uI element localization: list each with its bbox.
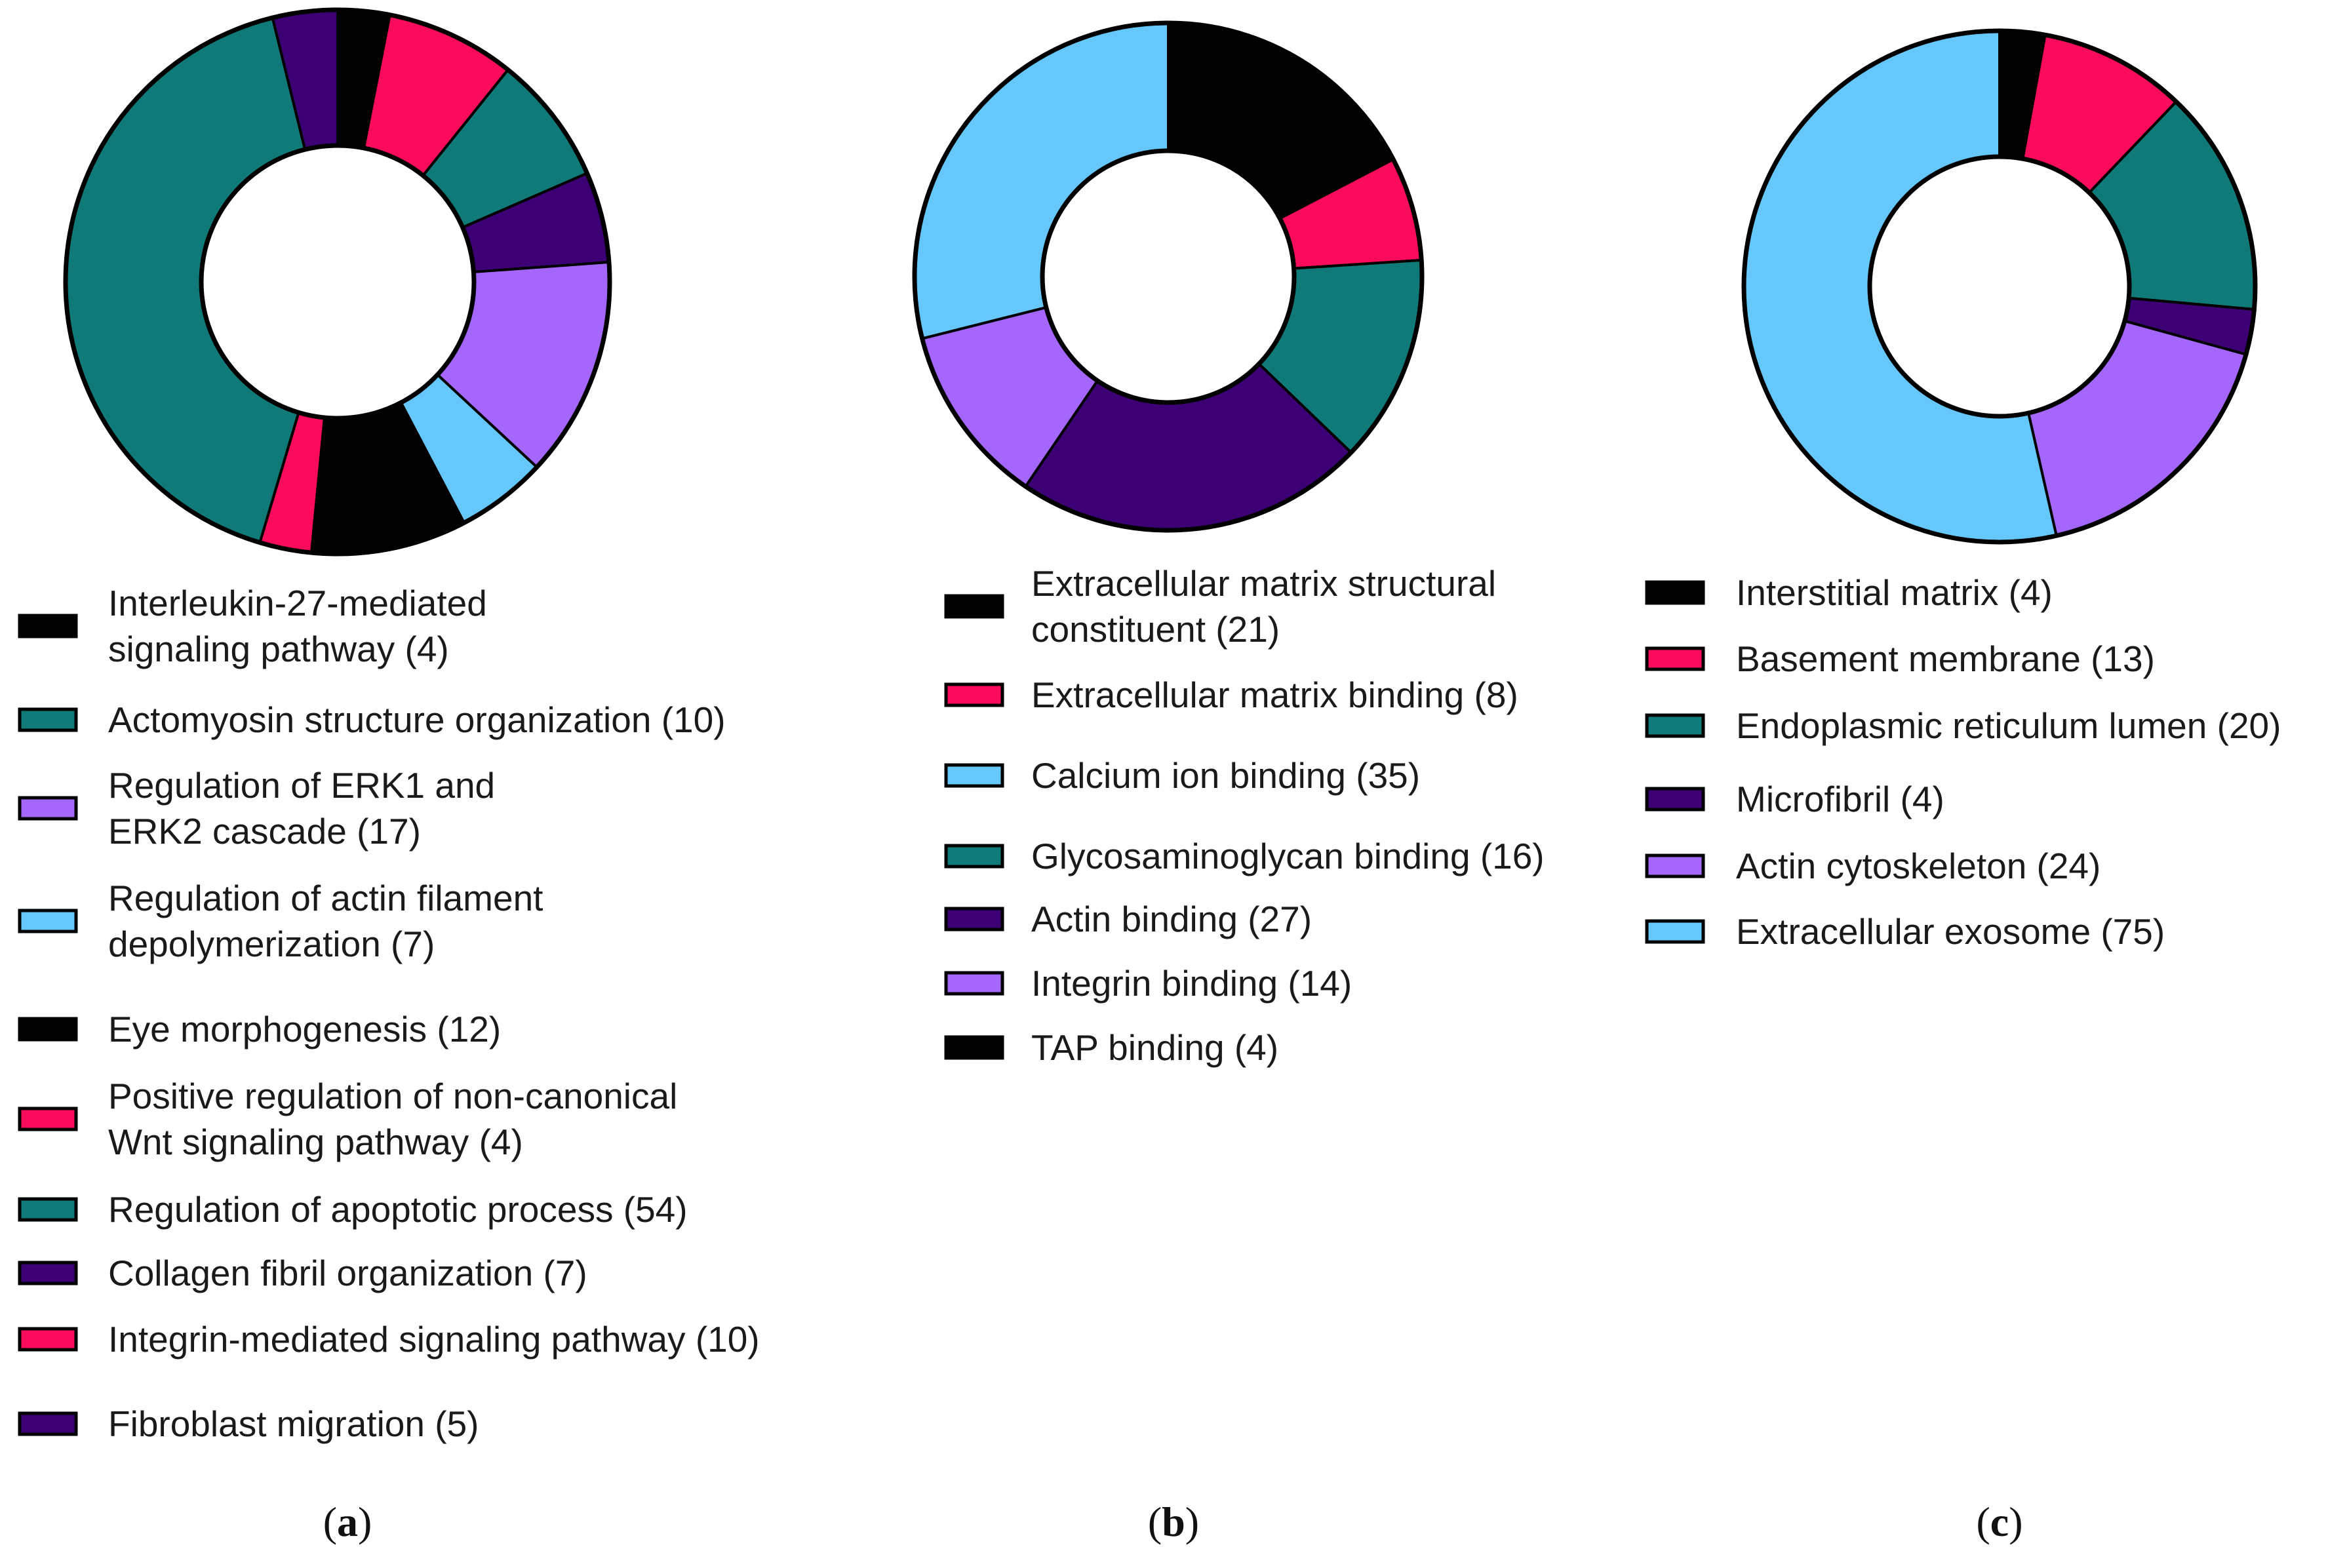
- donut-outline-a: [63, 7, 612, 557]
- legend-label-c-4: Microfibril (4): [1736, 779, 1944, 819]
- legend-label-c-3: Endoplasmic reticulum lumen (20): [1736, 705, 2281, 746]
- legend-swatch-b-3: [944, 763, 1004, 788]
- legend-label-c-6: Extracellular exosome (75): [1736, 911, 2165, 952]
- legend-label-c-5: Actin cytoskeleton (24): [1736, 846, 2100, 886]
- legend-label-b-1: constituent (21): [1031, 609, 1280, 650]
- panel-caption-c: (c): [1976, 1499, 2022, 1545]
- caption-close-paren: ): [1185, 1499, 1199, 1545]
- donut-outline-b: [912, 20, 1425, 533]
- donut-outline-c: [1741, 28, 2258, 545]
- legend-label-a-6: Positive regulation of non-canonical: [108, 1076, 677, 1116]
- legend-label-a-8: Collagen fibril organization (7): [108, 1253, 587, 1293]
- legend-label-a-2: Actomyosin structure organization (10): [108, 699, 726, 740]
- legend-swatch-a-6: [18, 1107, 78, 1131]
- panel-caption-a: (a): [323, 1499, 372, 1545]
- legend-swatch-b-6: [944, 971, 1004, 996]
- legend-label-a-4: Regulation of actin filament: [108, 878, 543, 918]
- caption-letter: b: [1162, 1499, 1185, 1545]
- legend-swatch-c-3: [1645, 713, 1705, 738]
- legend-swatch-b-1: [944, 594, 1004, 619]
- legend-label-b-2: Extracellular matrix binding (8): [1031, 675, 1518, 715]
- legend-swatch-b-2: [944, 682, 1004, 707]
- donut-chart-a: [63, 7, 612, 557]
- panel-caption-b: (b): [1148, 1499, 1199, 1545]
- legend-swatch-a-10: [18, 1411, 78, 1436]
- legend-swatch-a-3: [18, 796, 78, 821]
- legend-a: Interleukin-27-mediated signaling pathway…: [18, 583, 760, 1444]
- legend-label-a-3: Regulation of ERK1 and: [108, 765, 495, 806]
- legend-swatch-a-1: [18, 614, 78, 638]
- legend-swatch-a-9: [18, 1327, 78, 1352]
- caption-open-paren: (: [323, 1499, 337, 1545]
- legend-swatch-a-4: [18, 909, 78, 933]
- donut-chart-b: [912, 20, 1425, 533]
- legend-label-c-2: Basement membrane (13): [1736, 638, 2155, 679]
- legend-label-b-1: Extracellular matrix structural: [1031, 563, 1496, 604]
- legend-label-a-6: Wnt signaling pathway (4): [108, 1122, 523, 1162]
- legend-label-a-4: depolymerization (7): [108, 924, 435, 964]
- legend-swatch-c-1: [1645, 580, 1705, 605]
- legend-swatch-c-5: [1645, 853, 1705, 878]
- donut-chart-c: [1741, 28, 2258, 545]
- legend-label-a-5: Eye morphogenesis (12): [108, 1009, 501, 1049]
- caption-open-paren: (: [1976, 1499, 1990, 1545]
- caption-letter: a: [337, 1499, 358, 1545]
- donut-hole-b: [1040, 148, 1297, 405]
- legend-swatch-a-5: [18, 1017, 78, 1042]
- legend-b: Extracellular matrix structural constitue…: [944, 563, 1545, 1068]
- legend-swatch-c-4: [1645, 787, 1705, 812]
- legend-swatch-b-4: [944, 844, 1004, 869]
- legend-label-a-10: Fibroblast migration (5): [108, 1403, 479, 1444]
- legend-label-a-7: Regulation of apoptotic process (54): [108, 1189, 688, 1230]
- caption-close-paren: ): [2009, 1499, 2022, 1545]
- legend-label-b-5: Actin binding (27): [1031, 899, 1312, 939]
- legend-c: Interstitial matrix (4) Basement membrane…: [1645, 572, 2281, 952]
- legend-swatch-b-7: [944, 1035, 1004, 1060]
- caption-open-paren: (: [1148, 1499, 1162, 1545]
- legend-label-b-3: Calcium ion binding (35): [1031, 755, 1420, 796]
- donut-hole-a: [199, 143, 477, 421]
- donut-hole-c: [1867, 154, 2132, 419]
- legend-label-c-1: Interstitial matrix (4): [1736, 572, 2053, 613]
- legend-label-b-6: Integrin binding (14): [1031, 963, 1352, 1004]
- caption-letter: c: [1990, 1499, 2009, 1545]
- legend-label-a-1: Interleukin-27-mediated: [108, 583, 487, 623]
- legend-label-a-3: ERK2 cascade (17): [108, 811, 421, 852]
- legend-label-b-7: TAP binding (4): [1031, 1027, 1278, 1068]
- legend-swatch-a-8: [18, 1261, 78, 1285]
- legend-swatch-a-7: [18, 1197, 78, 1222]
- legend-swatch-c-2: [1645, 646, 1705, 671]
- legend-label-a-9: Integrin-mediated signaling pathway (10): [108, 1319, 760, 1360]
- caption-close-paren: ): [358, 1499, 372, 1545]
- legend-swatch-a-2: [18, 707, 78, 732]
- legend-swatch-c-6: [1645, 919, 1705, 944]
- legend-label-a-1: signaling pathway (4): [108, 629, 449, 669]
- legend-label-b-4: Glycosaminoglycan binding (16): [1031, 836, 1545, 876]
- legend-swatch-b-5: [944, 907, 1004, 931]
